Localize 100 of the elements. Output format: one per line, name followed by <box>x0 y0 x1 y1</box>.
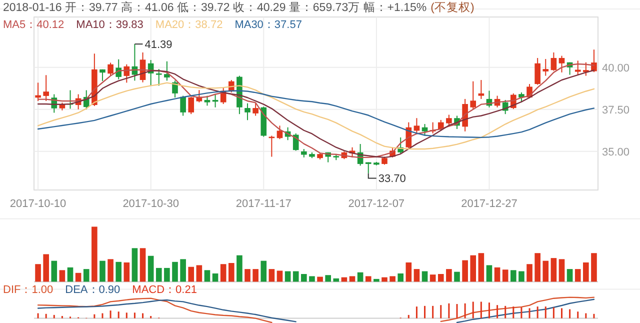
bar <box>108 259 114 282</box>
bar <box>438 274 444 282</box>
bar <box>414 269 420 282</box>
bar <box>180 259 186 282</box>
candlestick <box>534 57 540 86</box>
candlestick <box>276 125 283 140</box>
bar <box>148 256 154 282</box>
y-tick-label: 40.00 <box>602 62 630 74</box>
bar <box>574 269 581 282</box>
bar <box>422 271 428 282</box>
x-tick-label: 2017-12-27 <box>461 198 518 210</box>
candlestick <box>180 95 186 116</box>
bar <box>59 270 66 282</box>
chart-subtitle: (不复权) <box>430 1 474 14</box>
candlestick <box>462 98 468 132</box>
bar <box>156 268 162 282</box>
text: MA30：37.57 <box>234 19 302 31</box>
bar <box>558 259 565 282</box>
x-tick-label: 2017-11-17 <box>236 198 292 210</box>
bar <box>301 274 307 282</box>
bar <box>406 262 412 282</box>
bar <box>212 273 218 282</box>
candlestick <box>550 52 557 72</box>
bar <box>390 276 396 282</box>
bar <box>132 248 138 282</box>
bar <box>542 260 549 282</box>
bar <box>284 271 291 282</box>
bar <box>550 258 557 282</box>
bar <box>478 253 484 282</box>
bar <box>470 255 476 282</box>
candlestick <box>574 60 581 76</box>
candlestick <box>108 62 114 76</box>
bar <box>374 278 380 282</box>
bar <box>268 269 275 282</box>
series-label: DEA：0.90 <box>65 284 120 296</box>
bar <box>486 265 492 282</box>
bar <box>164 268 170 282</box>
bar <box>349 276 356 282</box>
bar <box>228 263 234 282</box>
bar <box>75 272 82 282</box>
candlestick <box>292 132 299 152</box>
candlestick <box>244 102 250 121</box>
bar <box>325 275 331 282</box>
bar <box>188 266 194 282</box>
bar <box>430 274 436 282</box>
bar <box>382 277 388 282</box>
bar <box>244 269 250 282</box>
bar <box>317 276 323 282</box>
bar <box>204 270 210 282</box>
bar <box>398 273 404 282</box>
bar <box>260 260 267 282</box>
bar <box>140 248 146 282</box>
candlestick <box>470 80 476 110</box>
candlestick <box>188 96 194 115</box>
candlestick <box>518 92 524 103</box>
y-tick-label: 35.00 <box>602 146 630 158</box>
candlestick <box>43 74 49 102</box>
bar <box>236 255 242 282</box>
bar <box>51 260 58 282</box>
bar <box>502 270 508 282</box>
candlestick <box>164 60 170 82</box>
bar <box>220 264 226 282</box>
bar <box>462 260 468 282</box>
candlestick <box>422 123 428 136</box>
candlestick <box>252 102 258 116</box>
bar <box>67 267 74 282</box>
bar <box>100 260 106 282</box>
bar <box>196 265 202 282</box>
annotation: 41.39 <box>144 39 172 52</box>
candlestick <box>478 79 484 100</box>
bar <box>566 269 573 282</box>
bar <box>534 253 540 282</box>
bar <box>518 271 524 282</box>
bar <box>43 254 49 282</box>
text: MA20：38.72 <box>155 19 223 31</box>
series-label: DIF：1.00 <box>3 284 54 296</box>
candlestick <box>414 118 420 134</box>
candlestick <box>156 68 162 86</box>
bar <box>333 278 340 282</box>
bar <box>454 272 460 282</box>
bar <box>35 264 41 282</box>
bar <box>583 262 589 282</box>
bar <box>252 269 258 282</box>
candlestick <box>558 55 565 73</box>
chart-title: 2018-01-16 开：39.77 高：41.06 低：39.72 收：40.29 量：659.73万 幅：+1.15% <box>3 0 427 14</box>
bar <box>309 276 315 282</box>
bar <box>526 264 532 282</box>
x-tick-label: 2017-10-10 <box>10 198 66 210</box>
bar <box>494 267 500 282</box>
bar <box>357 272 364 282</box>
bar <box>92 226 98 282</box>
bar <box>292 271 299 282</box>
bar <box>116 262 122 282</box>
bar <box>591 253 597 282</box>
annotation: 33.70 <box>378 173 406 186</box>
y-tick-label: 37.50 <box>602 104 630 116</box>
bar <box>365 276 372 282</box>
series-label: MACD：0.21 <box>132 284 197 296</box>
x-tick-label: 2017-10-30 <box>122 198 179 210</box>
bar <box>124 262 130 282</box>
